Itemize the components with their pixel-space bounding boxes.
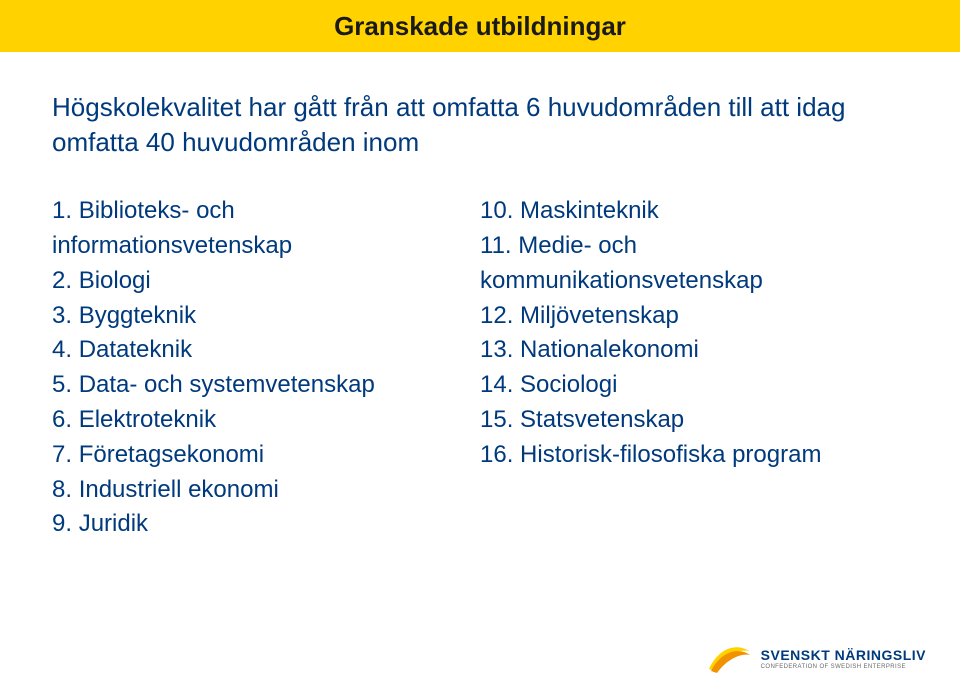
logo-text: SVENSKT NÄRINGSLIV CONFEDERATION OF SWED… — [761, 647, 926, 670]
logo-sub-text: CONFEDERATION OF SWEDISH ENTERPRISE — [761, 664, 906, 670]
list-columns: 1. Biblioteks- och informationsvetenskap… — [52, 194, 908, 542]
intro-text: Högskolekvalitet har gått från att omfat… — [52, 90, 908, 160]
footer-logo: SVENSKT NÄRINGSLIV CONFEDERATION OF SWED… — [707, 641, 926, 675]
list-item: 6. Elektroteknik — [52, 403, 452, 438]
list-left: 1. Biblioteks- och informationsvetenskap… — [52, 194, 452, 542]
list-item: 3. Byggteknik — [52, 299, 452, 334]
slide-content: Högskolekvalitet har gått från att omfat… — [0, 52, 960, 542]
list-item: 13. Nationalekonomi — [480, 333, 880, 368]
list-item: 5. Data- och systemvetenskap — [52, 368, 452, 403]
list-item: 7. Företagsekonomi — [52, 438, 452, 473]
list-item: 4. Datateknik — [52, 333, 452, 368]
slide-header: Granskade utbildningar — [0, 0, 960, 52]
list-item: 8. Industriell ekonomi — [52, 473, 452, 508]
list-item: 15. Statsvetenskap — [480, 403, 880, 438]
list-item: 2. Biologi — [52, 264, 452, 299]
list-item: 12. Miljövetenskap — [480, 299, 880, 334]
slide-title: Granskade utbildningar — [334, 11, 626, 42]
list-item: 9. Juridik — [52, 507, 452, 542]
logo-swoosh-icon — [707, 641, 751, 675]
list-right: 10. Maskinteknik 11. Medie- och kommunik… — [480, 194, 880, 542]
list-item: 16. Historisk-filosofiska program — [480, 438, 880, 473]
list-item: 10. Maskinteknik — [480, 194, 880, 229]
list-item: 11. Medie- och kommunikationsvetenskap — [480, 229, 880, 299]
logo-main-text: SVENSKT NÄRINGSLIV — [761, 647, 926, 663]
list-item: 1. Biblioteks- och informationsvetenskap — [52, 194, 452, 264]
list-item: 14. Sociologi — [480, 368, 880, 403]
